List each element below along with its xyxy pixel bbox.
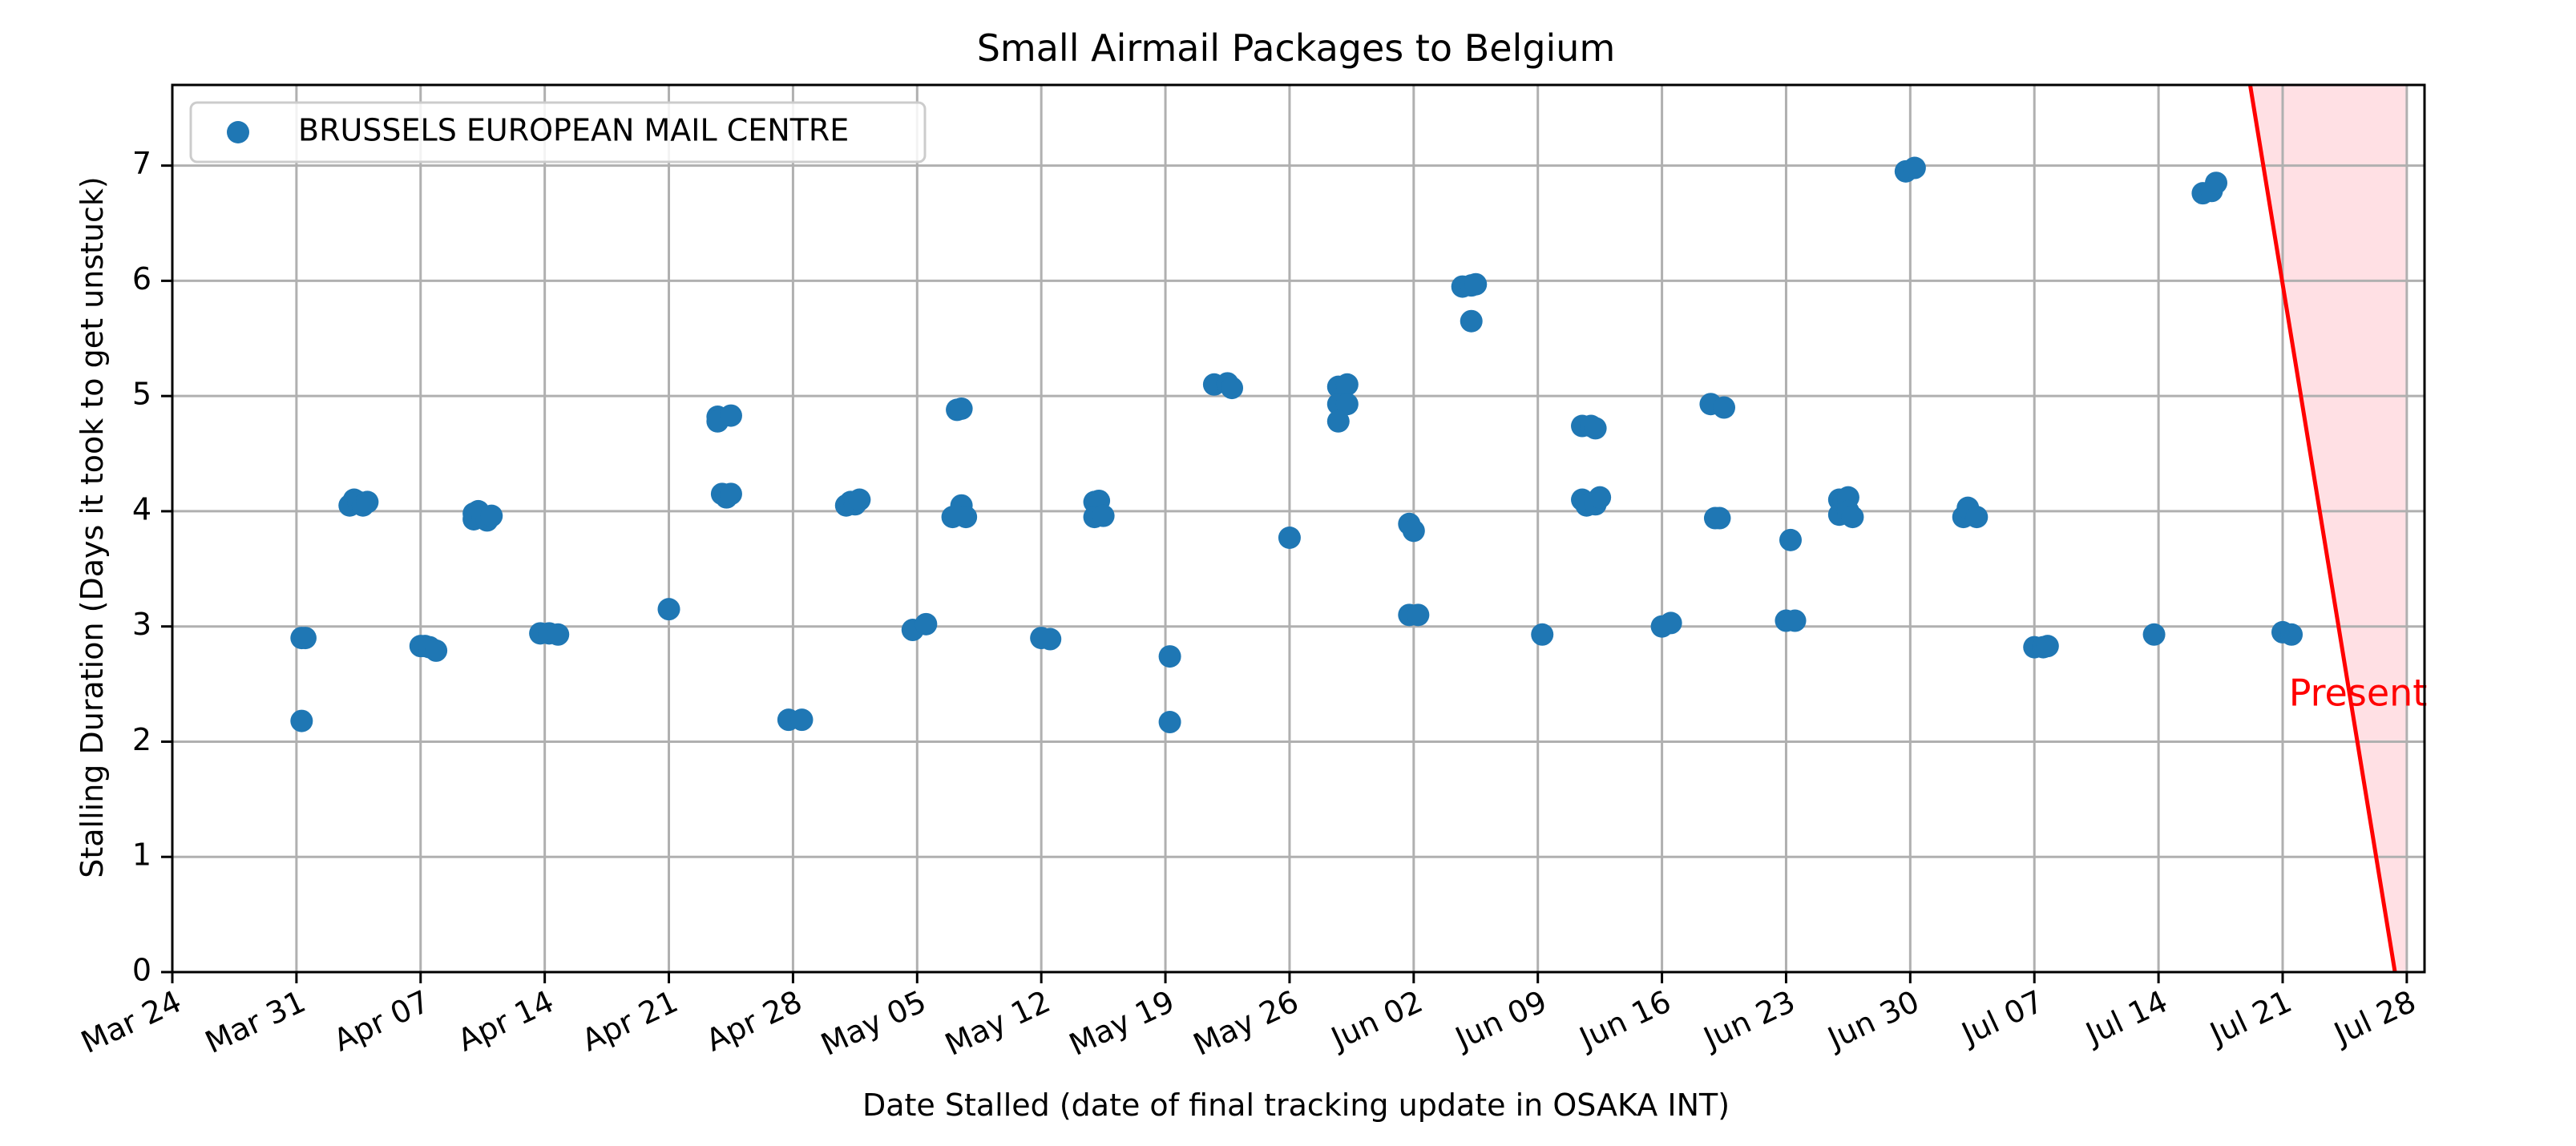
y-tick-label: 1 xyxy=(132,837,151,873)
present-line xyxy=(2247,85,2397,972)
data-point xyxy=(480,504,503,527)
y-tick-label: 3 xyxy=(132,607,151,642)
data-point xyxy=(1531,623,1554,646)
data-point xyxy=(1402,519,1425,543)
data-point xyxy=(2205,171,2228,195)
y-tick-label: 6 xyxy=(132,261,151,297)
data-point xyxy=(719,404,742,427)
data-point xyxy=(2142,623,2166,646)
data-point xyxy=(657,598,680,621)
data-point xyxy=(1092,504,1115,527)
plot-frame xyxy=(171,83,2426,974)
plot-area xyxy=(172,85,2425,972)
data-point xyxy=(425,639,448,662)
data-point xyxy=(1841,506,1864,529)
data-point xyxy=(848,488,871,511)
data-point xyxy=(1713,396,1736,419)
x-axis-label: Date Stalled (date of final tracking upd… xyxy=(862,1087,1730,1123)
data-point xyxy=(1039,627,1062,651)
data-point xyxy=(1158,711,1181,734)
chart-title: Small Airmail Packages to Belgium xyxy=(977,26,1616,70)
y-tick-label: 0 xyxy=(132,953,151,988)
data-point xyxy=(293,627,317,650)
data-point xyxy=(1326,410,1350,433)
data-point xyxy=(1783,609,1807,632)
data-point xyxy=(1158,645,1181,668)
legend-label: BRUSSELS EUROPEAN MAIL CENTRE xyxy=(298,113,849,148)
data-point xyxy=(950,397,973,420)
present-shaded-region xyxy=(2250,85,2407,972)
y-tick-label: 4 xyxy=(132,491,151,527)
data-point xyxy=(2280,623,2303,646)
legend: BRUSSELS EUROPEAN MAIL CENTRE xyxy=(189,101,927,163)
data-point xyxy=(1779,528,1802,551)
data-point xyxy=(1221,377,1244,400)
legend-box xyxy=(189,101,927,163)
y-axis-label: Stalling Duration (Days it took to get u… xyxy=(75,176,110,878)
data-point xyxy=(290,709,313,732)
data-point xyxy=(1460,309,1483,333)
data-point xyxy=(790,708,814,732)
data-point xyxy=(1278,527,1301,550)
data-point xyxy=(1335,393,1359,416)
y-tick-label: 5 xyxy=(132,377,151,412)
data-point xyxy=(547,623,570,646)
legend-marker xyxy=(227,121,249,143)
data-point xyxy=(1965,506,1989,529)
data-point xyxy=(719,482,742,506)
y-tick-label: 7 xyxy=(132,146,151,181)
data-point xyxy=(1903,156,1926,180)
present-label: Present xyxy=(2289,671,2428,714)
data-point xyxy=(1335,373,1359,396)
data-point xyxy=(356,490,379,514)
data-point xyxy=(1407,603,1430,627)
data-point xyxy=(915,612,938,636)
data-point xyxy=(2036,635,2059,658)
data-point xyxy=(1584,417,1607,440)
data-point xyxy=(1708,506,1731,530)
data-point xyxy=(1589,486,1612,509)
data-point xyxy=(955,506,978,529)
data-point xyxy=(1659,611,1682,635)
data-point xyxy=(1464,272,1488,296)
y-tick-label: 2 xyxy=(132,722,151,757)
